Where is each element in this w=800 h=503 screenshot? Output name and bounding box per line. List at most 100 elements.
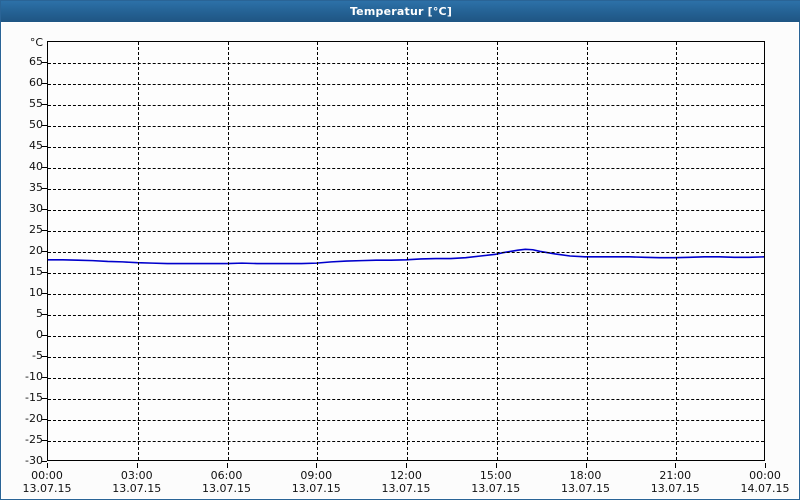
x-axis-tick-date: 13.07.15 [202,482,251,495]
gridline-vertical [407,42,408,460]
x-axis-tick-date: 13.07.15 [291,482,341,495]
x-axis-tick-mark [136,463,138,468]
y-axis-tick-label: -30 [25,454,43,467]
y-axis-tick-mark [42,83,47,84]
x-axis-tick-time: 06:00 [210,469,243,482]
gridline-horizontal [48,210,764,211]
x-axis-tick-date: 13.07.15 [650,482,700,495]
y-axis-tick-label: 10 [29,286,43,299]
y-axis-tick-label: -20 [25,412,43,425]
y-axis-tick-mark [42,146,47,147]
y-axis: °C 65 60 55 50 45 40 35 30 25 20 15 10 5 0 -5 -10 -15 -20… [2,23,43,483]
gridline-vertical [586,42,588,460]
x-axis-tick-date: 13.07.15 [22,482,72,495]
y-axis-tick-label: 0 [36,328,43,341]
gridline-horizontal [48,441,764,442]
series-line-temperatur [48,248,764,265]
y-axis-tick-label: 50 [29,118,43,131]
x-axis: 00:00 13.07.15 03:00 13.07.15 06:00 13.07.15 0… [2,463,798,503]
gridline-horizontal [48,273,764,274]
x-axis-tick-label: 00:00 14.07.15 [725,469,800,495]
gridline-horizontal [48,147,764,148]
y-axis-tick-mark [42,125,47,126]
y-axis-tick-mark [42,377,47,378]
gridline-vertical [227,42,229,460]
gridline-horizontal [48,63,764,64]
gridline-vertical [676,42,678,460]
y-axis-tick-label: 5 [36,307,43,320]
gridline-horizontal [48,357,764,358]
chart-canvas: °C 65 60 55 50 45 40 35 30 25 20 15 10 5 0 -5 -10 -15 -20… [2,23,798,498]
x-axis-tick-label: 06:00 13.07.15 [187,469,267,495]
y-axis-tick-mark [42,167,47,168]
x-axis-tick-mark [585,463,587,468]
gridline-horizontal [48,315,764,316]
x-axis-tick-mark [765,463,766,468]
x-axis-tick-time: 03:00 [120,469,153,482]
y-axis-tick-mark [42,440,47,441]
x-axis-tick-mark [675,463,677,468]
y-axis-tick-mark [42,356,47,357]
y-axis-tick-mark [42,251,47,252]
gridline-horizontal [48,378,764,379]
plot-area [47,41,765,461]
y-axis-tick-mark [42,62,47,63]
y-axis-tick-mark [42,293,47,294]
gridline-horizontal [48,336,764,337]
gridline-horizontal [48,105,764,106]
x-axis-tick-label: 15:00 13.07.15 [456,469,536,495]
x-axis-tick-date: 13.07.15 [471,482,521,495]
y-axis-tick-label: 20 [29,244,43,257]
x-axis-tick-mark [406,463,407,468]
y-axis-tick-label: -25 [25,433,43,446]
y-axis-tick-label: -5 [32,349,43,362]
gridline-horizontal [48,231,764,232]
x-axis-tick-label: 12:00 13.07.15 [366,469,446,495]
x-axis-tick-time: 15:00 [479,469,512,482]
gridline-horizontal [48,84,764,85]
x-axis-tick-label: 21:00 13.07.15 [635,469,715,495]
y-axis-tick-mark [42,335,47,336]
gridline-vertical [137,42,139,460]
x-axis-tick-label: 18:00 13.07.15 [546,469,626,495]
x-axis-tick-date: 13.07.15 [112,482,162,495]
x-axis-tick-time: 12:00 [390,469,422,482]
x-axis-tick-time: 21:00 [659,469,692,482]
gridline-vertical [496,42,498,460]
gridline-horizontal [48,189,764,190]
gridline-horizontal [48,252,764,253]
x-axis-tick-date: 13.07.15 [561,482,610,495]
x-axis-tick-label: 00:00 13.07.15 [7,469,87,495]
gridline-horizontal [48,126,764,127]
y-axis-tick-label: 35 [29,181,43,194]
x-axis-tick-date: 13.07.15 [381,482,431,495]
x-axis-tick-time: 00:00 [31,469,63,482]
x-axis-tick-date: 14.07.15 [740,482,790,495]
x-axis-tick-time: 09:00 [300,469,333,482]
y-axis-tick-mark [42,398,47,399]
y-axis-tick-label: 25 [29,223,43,236]
gridline-horizontal [48,168,764,169]
y-axis-tick-label: -10 [25,370,43,383]
gridline-horizontal [48,399,764,400]
y-axis-tick-mark [42,419,47,420]
y-axis-tick-label: 55 [29,97,43,110]
x-axis-tick-mark [226,463,228,468]
y-axis-tick-mark [42,230,47,231]
y-axis-tick-label: 45 [29,139,43,152]
window-title-bar: Temperatur [°C] [1,1,800,22]
x-axis-tick-mark [495,463,497,468]
y-axis-tick-mark [42,314,47,315]
y-axis-tick-mark [42,188,47,189]
y-axis-unit-label: °C [29,36,43,49]
y-axis-tick-label: 60 [29,76,43,89]
x-axis-tick-time: 00:00 [749,469,781,482]
y-axis-tick-mark [42,272,47,273]
y-axis-tick-label: -15 [25,391,43,404]
y-axis-tick-label: 15 [29,265,43,278]
y-axis-tick-label: 40 [29,160,43,173]
gridline-horizontal [48,294,764,295]
y-axis-tick-mark [42,104,47,105]
y-axis-tick-label: 30 [29,202,43,215]
